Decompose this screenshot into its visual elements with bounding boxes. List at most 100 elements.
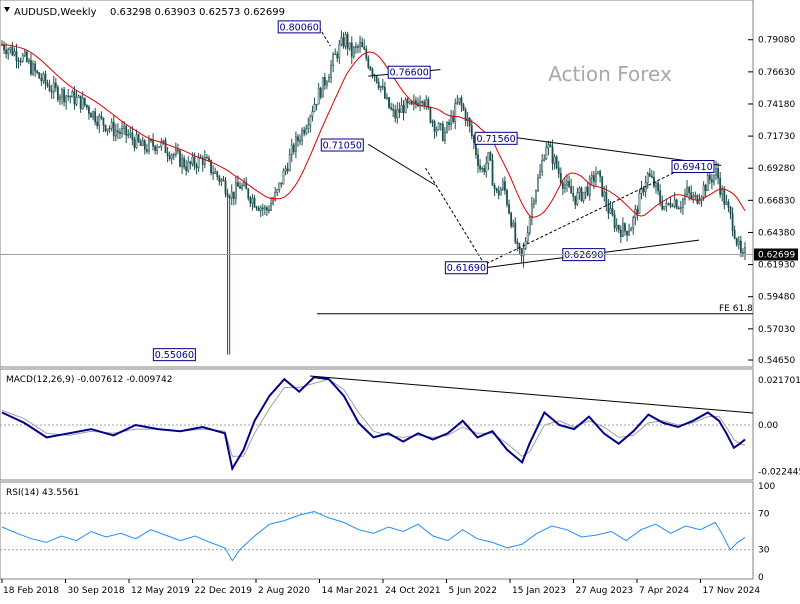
bear-candle [607,204,610,214]
bull-candle [114,130,117,137]
bear-candle [717,168,719,179]
bear-candle [150,139,152,141]
macd-tick-label: -0.022445 [758,468,800,478]
bear-candle [50,90,53,93]
bull-candle [220,179,223,182]
bear-candle [661,202,664,210]
bull-candle [737,240,740,245]
bull-candle [431,121,434,123]
bull-candle [148,139,150,152]
bull-candle [744,247,746,253]
rsi-panel [0,481,754,580]
price-label-text: 0.61690 [447,263,486,274]
price-label-box [387,65,431,79]
price-tick-label: 0.74180 [758,100,795,110]
time-tick-label: 18 Feb 2018 [3,586,59,596]
bull-candle [582,191,585,201]
bear-candle [727,201,730,208]
bull-candle [481,168,484,170]
moving-average-line [1,44,746,218]
bear-candle [237,182,239,187]
bull-candle [386,97,388,99]
time-tick-label: 30 Sep 2018 [68,586,125,596]
bear-candle [729,206,732,214]
bear-candle [88,106,90,114]
bear-candle [427,99,430,108]
dashed-trendline [486,164,690,265]
bull-candle [158,146,161,148]
bear-candle [286,168,289,172]
bull-candle [584,186,587,193]
bull-candle [437,123,440,130]
bull-candle [609,208,612,214]
price-label-box [671,160,715,174]
bear-candle [514,222,517,243]
bull-candle [61,89,63,98]
bear-candle [15,50,18,62]
bear-candle [195,165,198,169]
bear-candle [429,107,432,123]
bear-candle [179,150,181,167]
price-tick-label: 0.76630 [758,68,795,78]
bull-candle [272,199,275,205]
bull-candle [721,189,724,195]
bull-candle [162,140,165,142]
bear-candle [104,124,107,132]
bear-candle [336,53,339,59]
symbol-label: AUDUSD,Weekly [14,7,97,18]
rsi-axis-ticks: 100 70 30 0 [758,482,775,583]
bear-candle [152,140,154,147]
bear-candle [342,37,345,47]
bear-candle [216,171,219,177]
bear-candle [357,46,359,48]
bear-candle [369,66,372,70]
bull-candle [684,194,686,200]
time-tick-label: 22 Dec 2019 [195,586,253,596]
bull-candle [530,203,533,218]
bear-candle [415,100,417,104]
bull-candle [713,174,715,183]
bull-candle [282,170,285,185]
bear-candle [667,202,670,205]
bull-candle [294,136,297,152]
bull-candle [110,122,113,129]
bull-candle [92,111,94,118]
bear-candle [491,159,494,186]
bear-candle [131,132,134,140]
bull-candle [263,207,266,210]
bear-candle [611,208,614,216]
bear-candle [669,203,672,207]
price-tick-label: 0.69280 [758,164,795,174]
bull-candle [7,49,10,55]
price-label: 0.55060 [152,348,196,362]
price-label-box [474,131,518,145]
bear-candle [468,117,471,126]
price-label-box [320,138,364,152]
bear-candle [249,197,252,204]
bear-candle [406,99,409,104]
ohlc-values: 0.63298 0.63903 0.62573 0.62699 [110,7,285,18]
bull-candle [251,197,254,204]
price-label-text: 0.62690 [564,250,603,261]
bull-candle [172,154,175,156]
rsi-line [1,510,746,562]
bull-candle [334,53,337,56]
bear-candle [183,157,186,168]
bear-candle [193,156,196,166]
bull-candle [274,192,277,201]
bear-candle [226,193,229,197]
price-tick-label: 0.66830 [758,196,795,206]
price-label-text: 0.55060 [155,350,194,361]
bull-candle [9,46,12,51]
bull-candle [628,230,631,236]
bull-candle [276,189,279,193]
time-tick-label: 2 Aug 2020 [258,586,310,596]
bull-candle [487,152,490,164]
bull-candle [532,200,535,205]
bear-candle [255,206,258,209]
bull-candle [458,97,461,103]
bull-candle [181,157,183,167]
bear-candle [137,134,140,142]
bull-candle [528,217,531,234]
macd-tick-label: 0.021701 [758,376,800,386]
